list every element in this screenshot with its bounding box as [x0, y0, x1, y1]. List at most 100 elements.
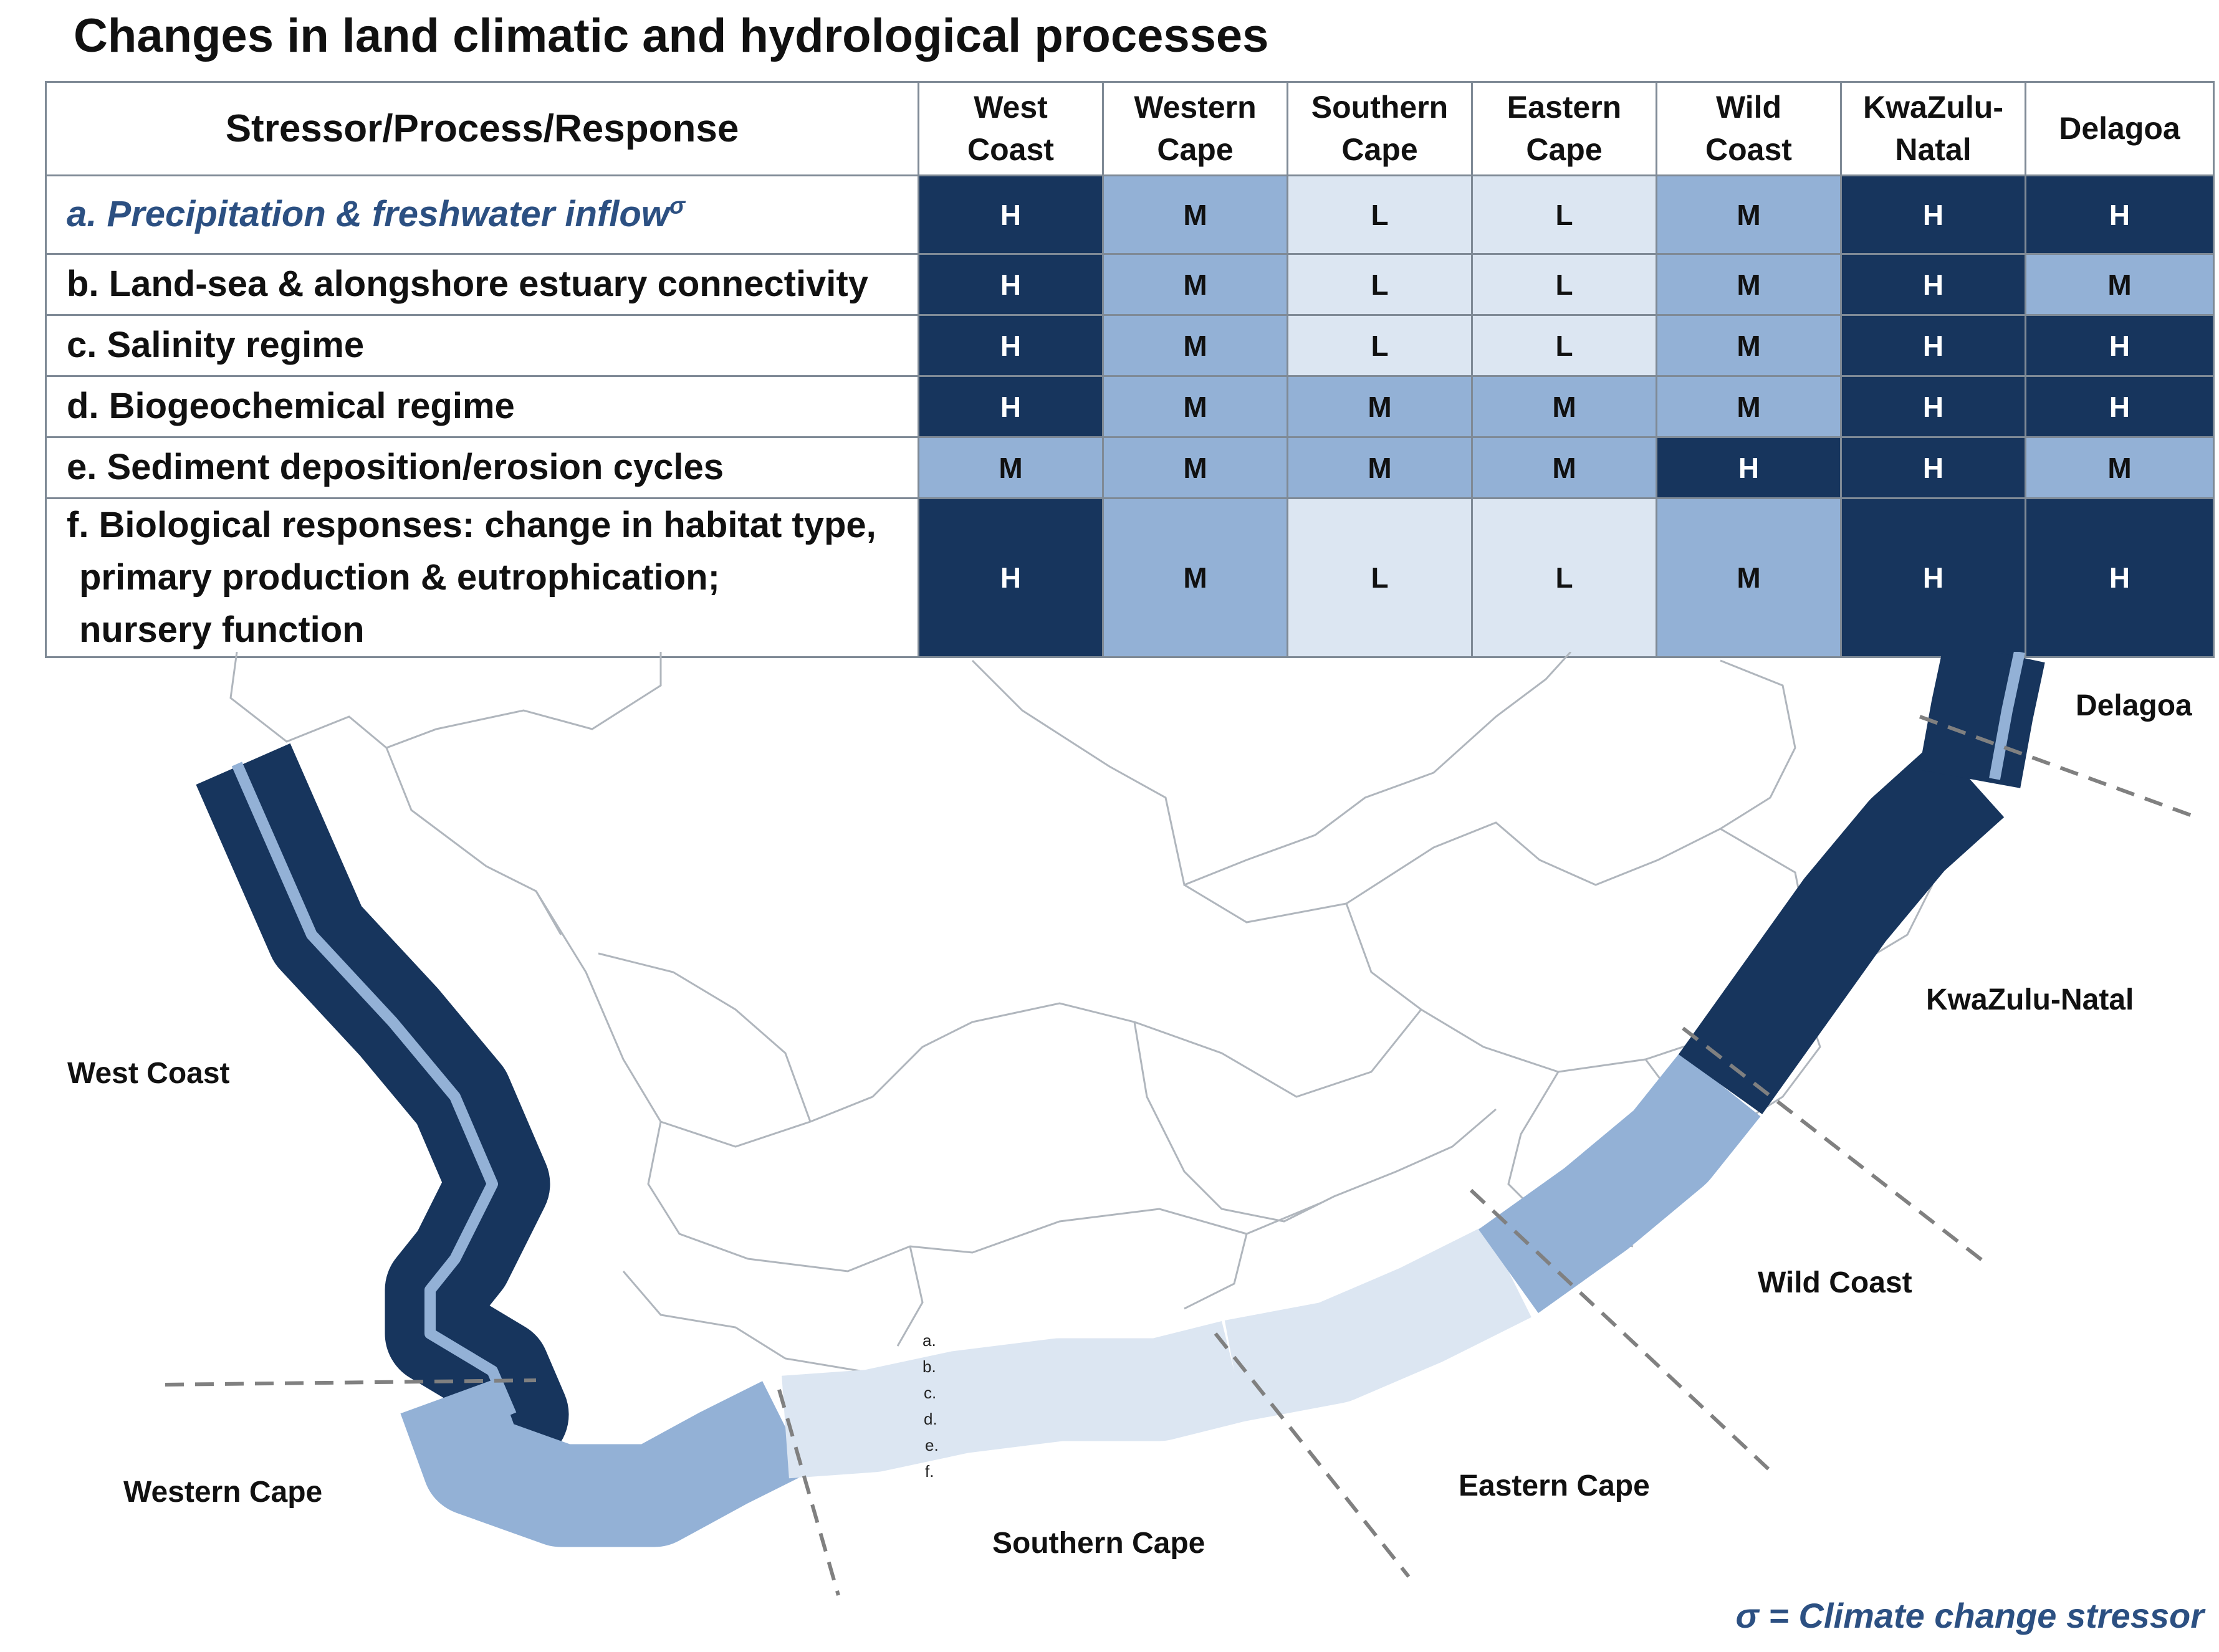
boundary-line [622, 1271, 861, 1372]
label-southern-cape: Southern Cape [992, 1527, 1205, 1560]
label-west-coast: West Coast [67, 1057, 230, 1090]
region-dividers [165, 715, 2195, 1596]
coastal-bands [196, 652, 2045, 1547]
header-line: Delagoa [2059, 110, 2180, 146]
boundary-line [971, 652, 1572, 887]
row-label: d. Biogeochemical regime [45, 375, 919, 438]
boundary-line [1133, 1021, 1497, 1223]
divider-eastern-cape-wild-coast [1469, 1188, 1772, 1473]
level-cell-m: M [1102, 436, 1288, 499]
boundary-line [385, 747, 562, 935]
band-southern-cape [782, 1320, 1247, 1479]
header-line: Eastern [1507, 90, 1622, 125]
level-cell-m: M [1102, 497, 1288, 659]
divider-western-southern-cape [777, 1389, 840, 1596]
band-row-label-a: a. [923, 1331, 936, 1350]
level-cell-h: H [918, 314, 1104, 377]
region-labels: Delagoa KwaZulu-Natal West Coast Wild Co… [67, 689, 2192, 1560]
level-cell-h: H [918, 253, 1104, 316]
boundary-line [896, 1246, 924, 1347]
label-western-cape: Western Cape [123, 1476, 322, 1509]
header-line: Wild [1715, 90, 1782, 125]
level-cell-m: M [1102, 253, 1288, 316]
header-line: Coast [967, 131, 1054, 167]
level-cell-m: M [2025, 436, 2215, 499]
level-cell-h: H [2025, 314, 2215, 377]
level-cell-m: M [1656, 253, 1842, 316]
row-label-text: a. Precipitation & freshwater inflow [67, 194, 669, 235]
level-cell-h: H [918, 497, 1104, 659]
level-cell-h: H [1656, 436, 1842, 499]
climate-marker: σ [669, 193, 686, 220]
header-west-coast: West Coast [918, 81, 1104, 176]
band-row-label-f: f. [925, 1462, 934, 1481]
figure-title: Changes in land climatic and hydrologica… [74, 9, 1269, 62]
level-cell-l: L [1471, 174, 1657, 255]
band-west-coast-mid-stripe [231, 762, 517, 1417]
header-row: Stressor/Process/Response West Coast West… [45, 81, 2215, 176]
row-label-line: f. Biological responses: change in habit… [67, 505, 876, 545]
level-cell-m: M [1471, 436, 1657, 499]
level-cell-h: H [1840, 314, 2026, 377]
band-kwazulu-natal [1678, 740, 2005, 1114]
table-row: c. Salinity regime H M L L M H H [45, 314, 2215, 377]
header-line: Southern [1311, 90, 1449, 125]
level-cell-m: M [1102, 174, 1288, 255]
band-row-labels: a. b. c. d. e. f. [923, 1331, 939, 1481]
table-row: b. Land-sea & alongshore estuary connect… [45, 253, 2215, 316]
label-delagoa: Delagoa [2076, 689, 2192, 722]
header-stressor: Stressor/Process/Response [45, 81, 919, 176]
level-cell-l: L [1471, 497, 1657, 659]
level-cell-h: H [918, 375, 1104, 438]
table-row: e. Sediment deposition/erosion cycles M … [45, 436, 2215, 499]
coastal-map: a. b. c. d. e. f. Delagoa KwaZulu-Natal … [67, 652, 2195, 1596]
divider-kwazulu-natal-delagoa [1919, 715, 2195, 818]
level-cell-h: H [2025, 375, 2215, 438]
row-label: e. Sediment deposition/erosion cycles [45, 436, 919, 499]
band-eastern-cape [1224, 1225, 1531, 1422]
level-cell-m: M [1656, 497, 1842, 659]
divider-west-western-cape [165, 1378, 537, 1387]
header-line: Cape [1341, 131, 1418, 167]
band-row-label-e: e. [925, 1436, 939, 1454]
row-label: b. Land-sea & alongshore estuary connect… [45, 253, 919, 316]
level-cell-l: L [1471, 253, 1657, 316]
label-eastern-cape: Eastern Cape [1459, 1469, 1650, 1502]
level-cell-m: M [1656, 375, 1842, 438]
row-label-line: primary production & eutrophication; [79, 557, 720, 598]
level-cell-h: H [1840, 174, 2026, 255]
header-southern-cape: Southern Cape [1287, 81, 1473, 176]
band-delagoa-stripe [1989, 652, 2025, 780]
header-line: Cape [1526, 131, 1603, 167]
level-cell-m: M [1471, 375, 1657, 438]
boundary-line [229, 652, 662, 749]
header-wild-coast: Wild Coast [1656, 81, 1842, 176]
label-wild-coast: Wild Coast [1758, 1266, 1912, 1299]
band-row-label-d: d. [924, 1410, 937, 1428]
label-kwazulu-natal: KwaZulu-Natal [1926, 983, 2134, 1016]
level-cell-m: M [918, 436, 1104, 499]
level-cell-m: M [1287, 436, 1473, 499]
table-row: f. Biological responses: change in habit… [45, 497, 2215, 659]
level-cell-l: L [1287, 497, 1473, 659]
boundary-line [1184, 1233, 1248, 1310]
boundary-line [871, 1002, 1422, 1098]
header-line: West [974, 90, 1048, 125]
boundary-line [647, 1121, 1322, 1272]
level-cell-h: H [1840, 375, 2026, 438]
header-eastern-cape: Eastern Cape [1471, 81, 1657, 176]
level-cell-m: M [1287, 375, 1473, 438]
row-label: f. Biological responses: change in habit… [45, 497, 919, 659]
row-label: a. Precipitation & freshwater inflowσ [45, 174, 919, 255]
row-label-line: nursery function [79, 609, 365, 651]
header-western-cape: Western Cape [1102, 81, 1288, 176]
level-cell-h: H [918, 174, 1104, 255]
level-cell-h: H [1840, 497, 2026, 659]
level-cell-h: H [1840, 253, 2026, 316]
level-cell-l: L [1287, 174, 1473, 255]
divider-southern-eastern-cape [1214, 1332, 1411, 1578]
band-row-label-c: c. [924, 1383, 936, 1402]
level-cell-m: M [1102, 314, 1288, 377]
level-cell-h: H [1840, 436, 2026, 499]
band-wild-coast [1479, 1052, 1761, 1314]
